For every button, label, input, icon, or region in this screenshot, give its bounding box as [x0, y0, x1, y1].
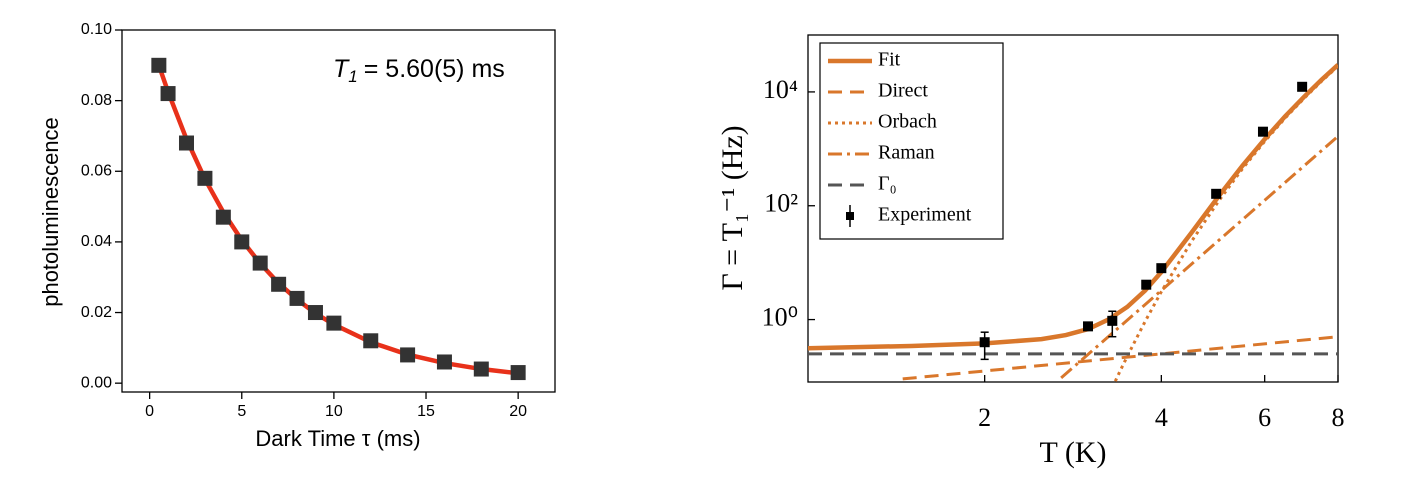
y-axis-label: photoluminescence — [38, 117, 63, 307]
marker — [234, 234, 250, 250]
series-line — [1060, 135, 1338, 379]
marker — [1141, 279, 1152, 290]
annotation-text: = 5.60(5) ms — [364, 55, 505, 83]
x-tick-label: 10 — [325, 403, 343, 420]
marker — [1107, 315, 1118, 326]
series-line — [902, 335, 1338, 381]
marker — [326, 315, 342, 331]
legend-label: Orbach — [878, 111, 937, 133]
annotation-symbol: T — [333, 55, 350, 83]
marker — [215, 209, 231, 225]
plot-area — [156, 64, 519, 376]
y-tick-label: 0.10 — [81, 21, 112, 38]
x-tick-label: 20 — [509, 403, 527, 420]
marker — [307, 305, 323, 321]
marker — [1297, 81, 1308, 92]
y-tick-label: 10² — [764, 189, 798, 218]
series-line — [156, 64, 519, 376]
marker — [289, 290, 305, 306]
plot-frame — [121, 29, 556, 393]
x-tick-label: 15 — [417, 403, 435, 420]
y-tick-label: 0.04 — [81, 233, 112, 250]
x-tick-label: 2 — [978, 403, 991, 432]
marker — [363, 333, 379, 349]
marker — [151, 57, 167, 73]
marker — [473, 361, 489, 377]
x-axis-label: Dark Time τ (ms) — [255, 426, 420, 451]
marker — [1156, 263, 1167, 274]
marker — [271, 276, 287, 292]
annotation: T1 = 5.60(5) ms — [333, 55, 505, 87]
marker — [979, 337, 990, 348]
marker — [436, 354, 452, 370]
legend-label: Experiment — [878, 204, 972, 226]
y-tick-label: 0.06 — [81, 162, 112, 179]
x-axis-label: T (K) — [1040, 436, 1107, 469]
legend-label: Fit — [878, 49, 901, 71]
legend-marker — [846, 212, 854, 220]
y-tick-label: 0.00 — [81, 374, 112, 391]
marker — [1211, 188, 1222, 199]
x-tick-label: 5 — [237, 403, 246, 420]
plot-area — [808, 63, 1338, 382]
marker — [510, 365, 526, 381]
x-tick-label: 6 — [1258, 403, 1271, 432]
series-line — [808, 63, 1338, 351]
y-tick-label: 0.08 — [81, 92, 112, 109]
x-tick-label: 8 — [1332, 403, 1345, 432]
x-tick-label: 4 — [1155, 403, 1168, 432]
legend-label: Γ₀ — [878, 173, 897, 195]
marker — [197, 170, 213, 186]
plot-frame — [807, 34, 1339, 383]
marker — [160, 86, 176, 102]
marker — [178, 135, 194, 151]
x-tick-label: 0 — [145, 403, 154, 420]
marker — [400, 347, 416, 363]
y-tick-label: 10⁴ — [763, 75, 798, 104]
annotation-subscript: 1 — [348, 67, 357, 86]
marker — [1257, 126, 1268, 137]
marker — [252, 255, 268, 271]
legend-label: Raman — [878, 142, 935, 164]
legend-label: Direct — [878, 80, 928, 102]
y-tick-label: 10⁰ — [762, 303, 798, 332]
chart: 0 5 10 15 20 0.00 0.02 0.04 0.06 0.08 0.10 Dark Tim… — [38, 21, 556, 451]
y-tick-label: 0.02 — [81, 304, 112, 321]
marker — [1083, 321, 1094, 332]
chart: 2 4 6 8 10⁰ 10² 10⁴ T (K) Γ = T₁⁻¹ (Hz) Fit Direct… — [716, 34, 1345, 469]
y-axis-label: Γ = T₁⁻¹ (Hz) — [716, 125, 749, 290]
